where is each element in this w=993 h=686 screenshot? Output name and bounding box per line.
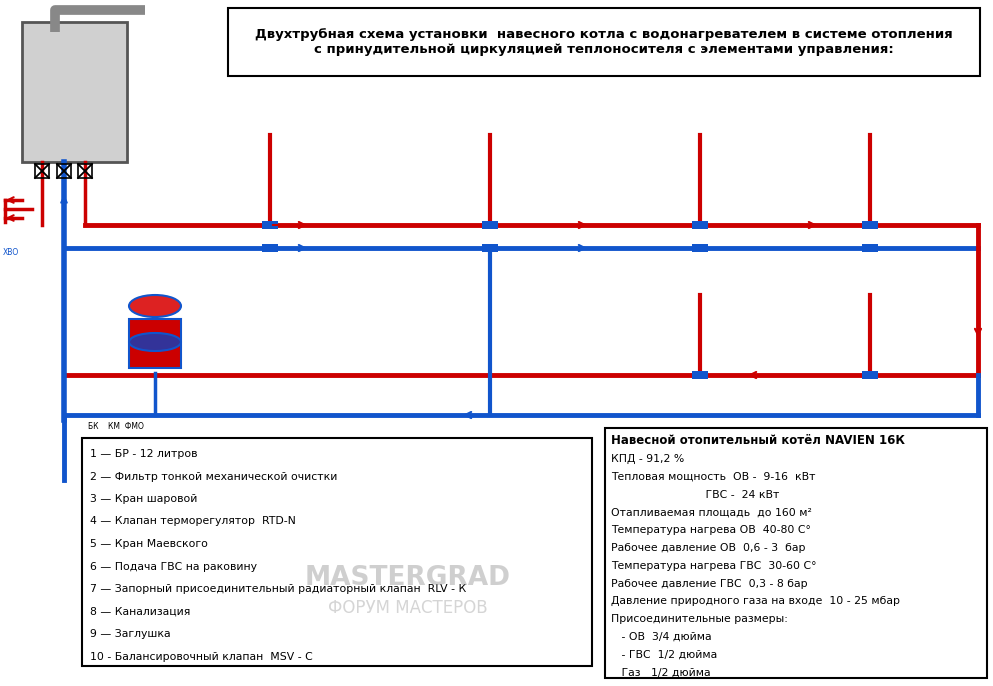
- Text: БК    КМ  ФМО: БК КМ ФМО: [88, 422, 144, 431]
- Text: Двухтрубная схема установки  навесного котла с водонагревателем в системе отопле: Двухтрубная схема установки навесного ко…: [255, 28, 953, 56]
- Bar: [482, 244, 498, 252]
- Ellipse shape: [129, 295, 181, 317]
- Text: Присоединительные размеры:: Присоединительные размеры:: [611, 614, 787, 624]
- Ellipse shape: [129, 333, 181, 351]
- Text: 9 — Заглушка: 9 — Заглушка: [90, 629, 171, 639]
- Bar: [228, 8, 980, 76]
- Text: ФОРУМ МАСТЕРОВ: ФОРУМ МАСТЕРОВ: [329, 599, 488, 617]
- Bar: [82, 438, 592, 666]
- Bar: [482, 221, 498, 229]
- Text: 4 — Клапан терморегулятор  RTD-N: 4 — Клапан терморегулятор RTD-N: [90, 517, 296, 526]
- Text: 2 — Фильтр тонкой механической очистки: 2 — Фильтр тонкой механической очистки: [90, 471, 338, 482]
- Bar: [78, 164, 92, 178]
- Text: Давление природного газа на входе  10 - 25 мбар: Давление природного газа на входе 10 - 2…: [611, 596, 900, 606]
- Bar: [692, 371, 708, 379]
- Bar: [22, 22, 127, 162]
- Bar: [262, 244, 278, 252]
- Text: Температура нагрева ГВС  30-60 С°: Температура нагрева ГВС 30-60 С°: [611, 560, 816, 571]
- Text: Навесной отопительный котёл NAVIEN 16К: Навесной отопительный котёл NAVIEN 16К: [611, 434, 905, 447]
- Bar: [35, 164, 49, 178]
- Bar: [129, 319, 181, 368]
- Bar: [605, 428, 987, 678]
- Text: - ОВ  3/4 дюйма: - ОВ 3/4 дюйма: [611, 632, 712, 642]
- Text: Рабочее давление ОВ  0,6 - 3  бар: Рабочее давление ОВ 0,6 - 3 бар: [611, 543, 805, 553]
- Text: 10 - Балансировочный клапан  MSV - С: 10 - Балансировочный клапан MSV - С: [90, 652, 313, 661]
- Text: 1 — БР - 12 литров: 1 — БР - 12 литров: [90, 449, 198, 459]
- Text: 8 — Канализация: 8 — Канализация: [90, 606, 191, 617]
- Bar: [862, 244, 878, 252]
- Text: 6 — Подача ГВС на раковину: 6 — Подача ГВС на раковину: [90, 562, 257, 571]
- Bar: [862, 221, 878, 229]
- Text: 5 — Кран Маевского: 5 — Кран Маевского: [90, 539, 208, 549]
- Text: 7 — Запорный присоединительный радиаторный клапан  RLV - К: 7 — Запорный присоединительный радиаторн…: [90, 584, 467, 594]
- Text: 3 — Кран шаровой: 3 — Кран шаровой: [90, 494, 198, 504]
- Text: Тепловая мощность  ОВ -  9-16  кВт: Тепловая мощность ОВ - 9-16 кВт: [611, 472, 815, 482]
- Text: MASTERGRAD: MASTERGRAD: [305, 565, 511, 591]
- Bar: [692, 221, 708, 229]
- Text: Газ   1/2 дюйма: Газ 1/2 дюйма: [611, 667, 711, 678]
- Text: Рабочее давление ГВС  0,3 - 8 бар: Рабочее давление ГВС 0,3 - 8 бар: [611, 578, 807, 589]
- Text: КПД - 91,2 %: КПД - 91,2 %: [611, 454, 684, 464]
- Bar: [862, 371, 878, 379]
- Bar: [692, 244, 708, 252]
- Bar: [57, 164, 71, 178]
- Text: Отапливаемая площадь  до 160 м²: Отапливаемая площадь до 160 м²: [611, 508, 812, 517]
- Text: Температура нагрева ОВ  40-80 С°: Температура нагрева ОВ 40-80 С°: [611, 525, 811, 535]
- Text: ГВС -  24 кВт: ГВС - 24 кВт: [611, 490, 780, 499]
- Text: ХВО: ХВО: [3, 248, 19, 257]
- Text: - ГВС  1/2 дюйма: - ГВС 1/2 дюйма: [611, 650, 717, 660]
- Bar: [262, 221, 278, 229]
